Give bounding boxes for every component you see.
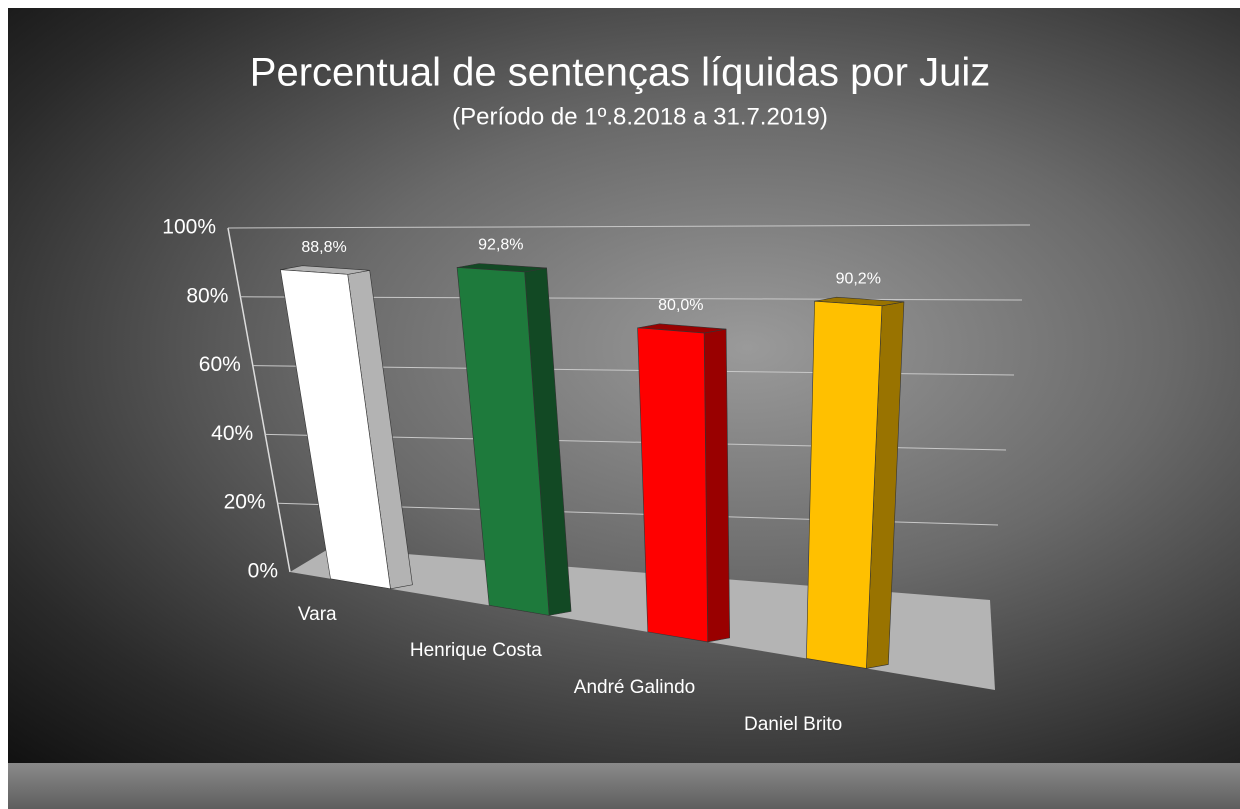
grid-line [227, 224, 1031, 229]
footer-bar [8, 763, 1240, 809]
bar [456, 267, 550, 616]
bar [280, 269, 391, 590]
x-tick-label: André Galindo [573, 677, 696, 698]
bar [637, 327, 709, 643]
y-tick-label: 40% [211, 422, 253, 445]
y-tick-label: 80% [186, 284, 228, 307]
y-tick-label: 60% [199, 353, 241, 376]
slide [8, 8, 1240, 763]
value-label: 92,8% [478, 237, 523, 254]
y-tick-label: 20% [224, 491, 266, 514]
x-tick-label: Henrique Costa [409, 640, 542, 662]
y-tick-label: 0% [248, 560, 278, 583]
value-label: 88,8% [301, 239, 346, 256]
y-tick-label: 100% [162, 216, 216, 239]
chart-subtitle: (Período de 1º.8.2018 a 31.7.2019) [452, 103, 828, 130]
bar [806, 300, 883, 669]
x-tick-label: Daniel Brito [744, 713, 843, 735]
x-tick-label: Vara [297, 603, 337, 625]
value-label: 80,0% [658, 297, 703, 314]
axis-line [227, 227, 291, 573]
chart-title: Percentual de sentenças líquidas por Jui… [250, 51, 990, 95]
value-label: 90,2% [836, 270, 881, 287]
bar-side [703, 328, 731, 643]
